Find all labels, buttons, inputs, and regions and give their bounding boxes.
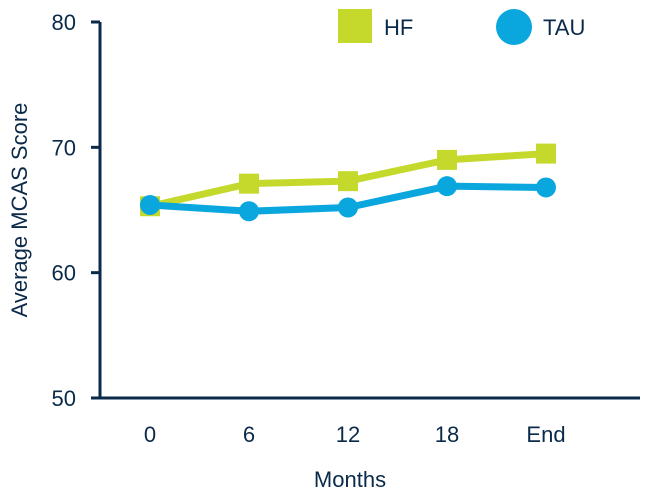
legend-label-tau: TAU: [543, 15, 585, 40]
y-tick-label: 50: [52, 386, 76, 411]
axes: [98, 22, 640, 400]
data-point-hf: [338, 171, 358, 192]
series-tau: [140, 176, 556, 222]
x-axis-title: Months: [314, 467, 386, 492]
data-point-hf: [239, 173, 259, 194]
y-axis-title: Average MCAS Score: [7, 103, 32, 318]
x-tick-label: 0: [144, 422, 156, 447]
x-ticks: 0 6 12 18 End: [144, 422, 566, 447]
y-ticks: 50 60 70 80: [52, 10, 100, 411]
legend-swatch-tau: [496, 9, 532, 45]
data-point-hf: [536, 143, 556, 164]
y-tick-label: 80: [52, 10, 76, 35]
x-tick-label: 12: [336, 422, 360, 447]
x-tick-label: 18: [435, 422, 459, 447]
series-layer: [140, 143, 556, 222]
y-tick-label: 60: [52, 261, 76, 286]
data-point-tau: [536, 177, 556, 198]
x-tick-label: 6: [243, 422, 255, 447]
data-point-tau: [140, 194, 160, 215]
data-point-hf: [437, 149, 457, 170]
y-tick-label: 70: [52, 135, 76, 160]
series-hf: [140, 143, 556, 217]
data-point-tau: [338, 197, 358, 218]
legend: HF TAU: [338, 9, 585, 45]
data-point-tau: [437, 176, 457, 197]
x-tick-label: End: [526, 422, 565, 447]
legend-swatch-hf: [338, 9, 372, 43]
data-point-tau: [239, 201, 259, 222]
legend-label-hf: HF: [384, 15, 413, 40]
